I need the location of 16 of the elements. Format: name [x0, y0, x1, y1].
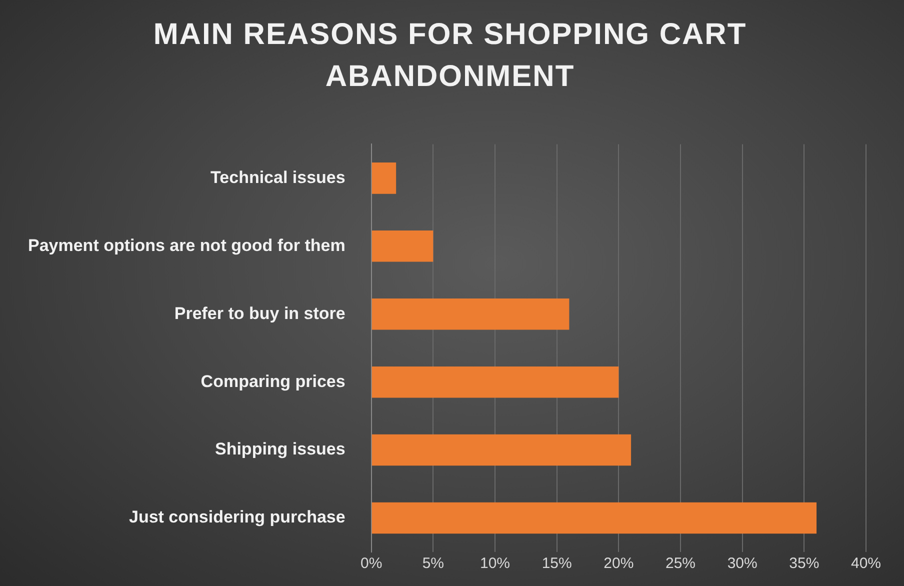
x-tick-label: 40% [850, 555, 882, 572]
y-tick-label: Comparing prices [200, 372, 346, 391]
x-tick-label: 35% [789, 555, 820, 572]
x-tick-label: 5% [422, 555, 444, 572]
chart-title: MAIN REASONS FOR SHOPPING CART ABANDONMENT [152, 17, 748, 95]
y-tick-label: Shipping issues [214, 440, 346, 459]
x-tick-label: 0% [360, 555, 382, 572]
y-tick-label: Just considering purchase [129, 508, 346, 527]
y-tick-label: Payment options are not good for them [28, 236, 346, 255]
x-tick-label: 15% [542, 555, 572, 572]
x-tick-label: 30% [727, 555, 758, 572]
x-tick-label: 20% [604, 555, 634, 572]
x-tick-label: 10% [480, 555, 510, 572]
x-tick-label: 25% [665, 555, 696, 572]
y-tick-label: Technical issues [210, 168, 346, 187]
y-tick-label: Prefer to buy in store [174, 304, 346, 323]
